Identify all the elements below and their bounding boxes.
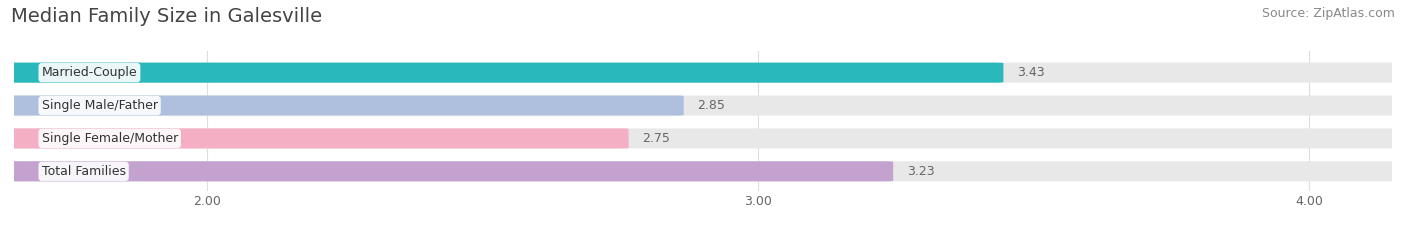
FancyBboxPatch shape <box>6 128 628 148</box>
Text: Source: ZipAtlas.com: Source: ZipAtlas.com <box>1261 7 1395 20</box>
Text: 2.85: 2.85 <box>697 99 725 112</box>
FancyBboxPatch shape <box>6 63 1004 83</box>
Text: 3.43: 3.43 <box>1017 66 1045 79</box>
Text: 2.75: 2.75 <box>643 132 671 145</box>
Text: Median Family Size in Galesville: Median Family Size in Galesville <box>11 7 322 26</box>
Text: 3.23: 3.23 <box>907 165 935 178</box>
FancyBboxPatch shape <box>6 96 683 116</box>
FancyBboxPatch shape <box>6 161 1400 181</box>
FancyBboxPatch shape <box>6 63 1400 83</box>
Text: Single Male/Father: Single Male/Father <box>42 99 157 112</box>
FancyBboxPatch shape <box>6 96 1400 116</box>
Text: Single Female/Mother: Single Female/Mother <box>42 132 179 145</box>
FancyBboxPatch shape <box>6 128 1400 148</box>
Text: Total Families: Total Families <box>42 165 125 178</box>
FancyBboxPatch shape <box>6 161 893 181</box>
Text: Married-Couple: Married-Couple <box>42 66 138 79</box>
